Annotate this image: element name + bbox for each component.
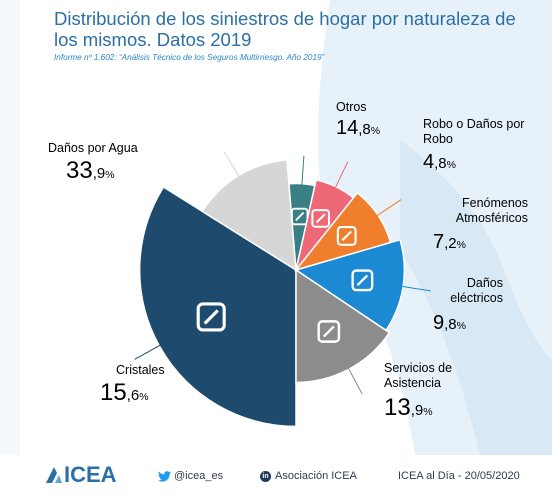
icea-logo-icon	[46, 467, 62, 483]
value-danos-agua: 33,9%	[66, 158, 115, 188]
value-robo-dec: ,8	[434, 155, 447, 172]
value-electricos: 9,8%	[433, 310, 466, 339]
pipe-leak-icon	[196, 302, 226, 332]
label-cristales-text: Cristales	[116, 363, 165, 377]
leader-line-fenomenos-atmosfericos	[334, 161, 349, 189]
label-asistencia-text: Servicios de Asistencia	[384, 361, 453, 390]
twitter-handle[interactable]: @icea_es	[174, 470, 224, 482]
percent-sign: %	[139, 391, 149, 403]
label-asistencia: Servicios de Asistencia	[384, 361, 474, 391]
value-asistencia-dec: ,9	[410, 402, 424, 419]
leader-line-danos-electricos	[375, 199, 402, 217]
value-robo: 4,8%	[423, 149, 456, 178]
value-otros: 14,8%	[336, 115, 380, 144]
value-otros-dec: ,8	[358, 121, 371, 138]
label-robo: Robo o Daños por Robo	[423, 117, 533, 147]
chart-subtitle: Informe nº 1.602: “Análisis Técnico de l…	[54, 53, 325, 62]
label-otros: Otros	[336, 100, 367, 115]
value-danos-agua-int: 33	[66, 157, 93, 184]
value-otros-int: 14	[336, 117, 359, 139]
value-danos-agua-dec: ,9	[92, 165, 106, 182]
tools-house-icon	[351, 269, 374, 292]
label-cristales: Cristales	[116, 363, 165, 378]
label-robo-text: Robo o Daños por Robo	[423, 117, 525, 146]
percent-sign: %	[370, 125, 381, 137]
label-danos-agua: Daños por Agua	[48, 141, 138, 156]
label-otros-text: Otros	[336, 100, 367, 114]
value-cristales: 15,6%	[100, 380, 149, 410]
leader-line-servicios-de-asistencia	[400, 285, 431, 292]
percent-sign: %	[105, 169, 115, 181]
leader-line-danos-por-agua	[134, 343, 163, 360]
value-asistencia-int: 13	[384, 394, 411, 421]
value-fenomenos: 7,2%	[433, 229, 466, 258]
linkedin-name[interactable]: Asociación ICEA	[275, 470, 357, 482]
value-fenomenos-int: 7	[433, 231, 445, 253]
percent-sign: %	[456, 320, 466, 332]
twitter-icon	[158, 471, 171, 482]
value-asistencia: 13,9%	[384, 395, 433, 425]
leader-line-robo-o-danos-por-robo	[301, 155, 305, 186]
percent-sign: %	[456, 239, 466, 251]
label-electricos-text: Daños eléctricos	[450, 276, 503, 305]
label-fenomenos: Fenómenos Atmosféricos	[433, 196, 528, 226]
source-date: ICEA al Día - 20/05/2020	[398, 470, 520, 482]
leader-line-cristales	[347, 366, 363, 395]
plug-icon	[336, 226, 357, 246]
value-electricos-dec: ,8	[444, 316, 457, 333]
chart-title: Distribución de los siniestros de hogar …	[54, 8, 516, 50]
label-electricos: Daños eléctricos	[433, 276, 503, 306]
label-danos-agua-text: Daños por Agua	[48, 141, 138, 155]
leader-line-otros	[223, 151, 241, 178]
value-robo-int: 4	[423, 151, 435, 173]
value-fenomenos-dec: ,2	[444, 235, 457, 252]
broken-window-icon	[317, 320, 341, 343]
label-fenomenos-text: Fenómenos Atmosféricos	[455, 196, 528, 225]
value-electricos-int: 9	[433, 312, 445, 334]
brand-name: ICEA	[64, 462, 117, 487]
percent-sign: %	[446, 159, 456, 171]
percent-sign: %	[423, 406, 433, 418]
value-cristales-int: 15	[100, 379, 127, 406]
linkedin-icon: in	[260, 471, 271, 482]
storm-house-icon	[311, 209, 330, 228]
value-cristales-dec: ,6	[126, 387, 140, 404]
